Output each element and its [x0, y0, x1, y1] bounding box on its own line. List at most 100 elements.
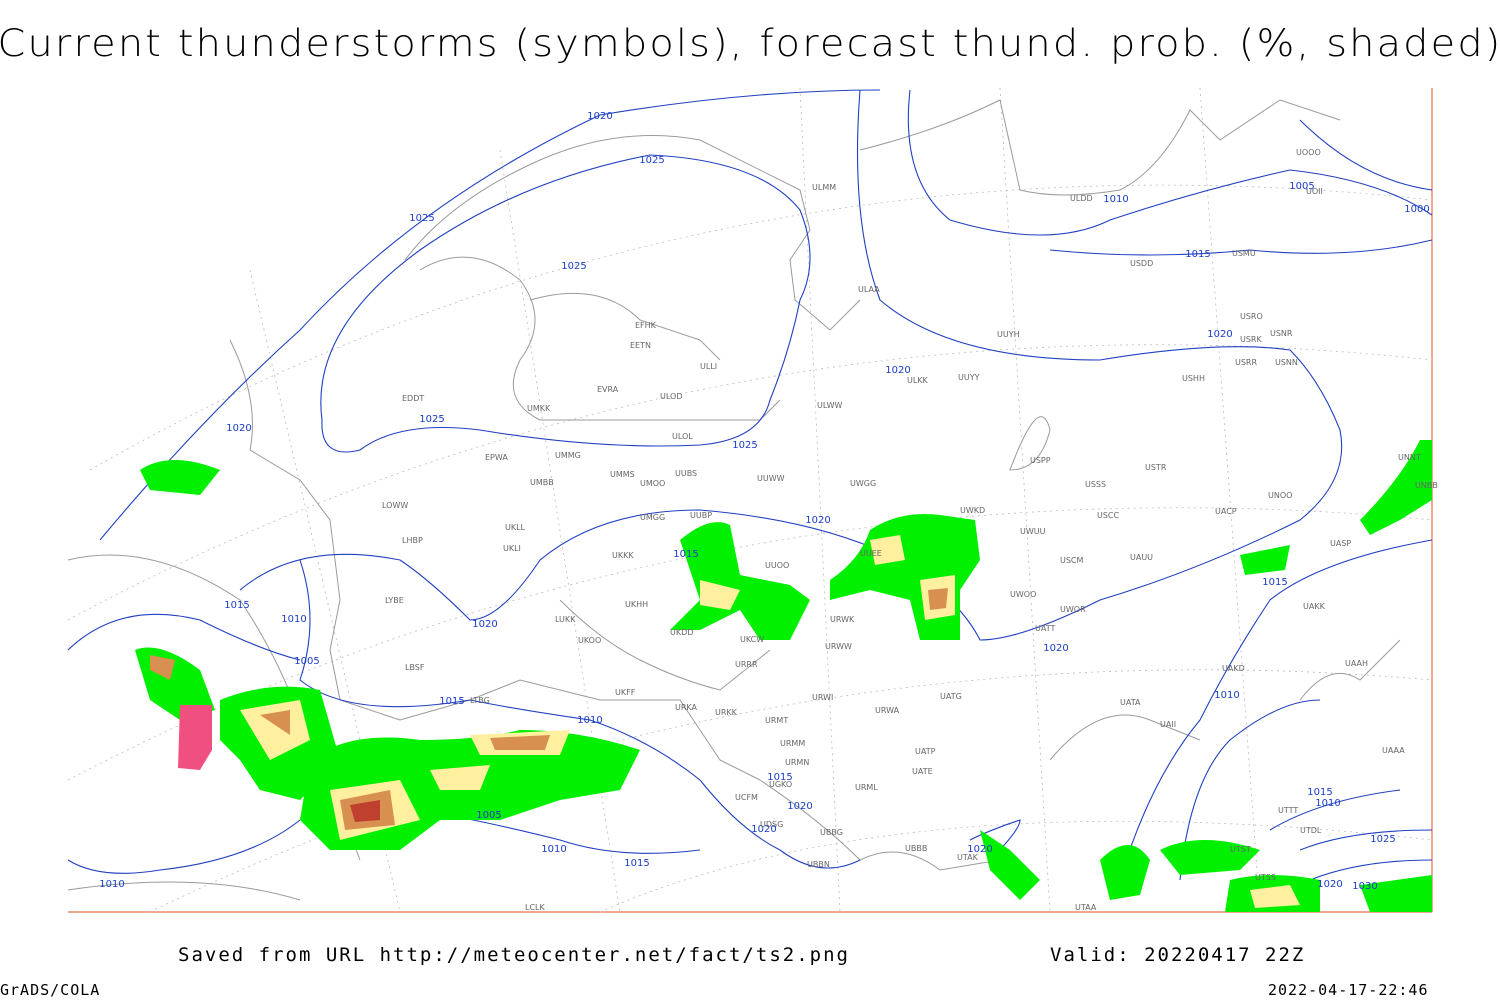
station-label: URMM [780, 739, 805, 748]
station-label: UATG [940, 692, 962, 701]
station-label: URRR [735, 660, 758, 669]
station-label: URKK [715, 708, 738, 717]
station-label: ULOD [660, 392, 682, 401]
station-label: UOOO [1296, 148, 1321, 157]
station-label: USRK [1240, 335, 1262, 344]
isobar-label: 1020 [751, 824, 776, 835]
station-label: UATP [915, 747, 936, 756]
isobar-label: 1020 [805, 515, 830, 526]
isobar-label: 1015 [1262, 577, 1287, 588]
station-label: UUOO [765, 561, 789, 570]
station-label: LHBP [402, 536, 423, 545]
isobar-label: 1015 [673, 549, 698, 560]
isobar-label: 1010 [541, 844, 566, 855]
isobar-label: 1020 [472, 619, 497, 630]
isobar-label: 1015 [1307, 787, 1332, 798]
station-label: URWK [830, 615, 855, 624]
isobar-label: 1020 [1207, 329, 1232, 340]
station-label: UKOO [578, 636, 601, 645]
station-label: EFHK [635, 321, 657, 330]
station-label: ULWW [817, 401, 842, 410]
station-label: UAKK [1303, 602, 1326, 611]
station-label: URMT [765, 716, 788, 725]
isobar-label: 1015 [439, 696, 464, 707]
isobar-label: 1020 [885, 365, 910, 376]
station-label: UBBB [905, 844, 927, 853]
isobar-label: 1015 [1185, 249, 1210, 260]
isobar-label: 1010 [1315, 798, 1340, 809]
isobars [67, 89, 1433, 881]
station-label: UTAA [1075, 903, 1097, 912]
isobar-label: 1010 [1214, 690, 1239, 701]
station-label: USCM [1060, 556, 1084, 565]
station-label: USRR [1235, 358, 1257, 367]
station-label: ULOL [672, 432, 693, 441]
station-label: ULAA [858, 285, 880, 294]
station-label: EETN [630, 341, 651, 350]
map-title: Current thunderstorms (symbols), forecas… [0, 22, 1500, 65]
station-label: UKDD [670, 628, 693, 637]
station-label: UAAA [1382, 746, 1405, 755]
station-label: UBBN [807, 860, 830, 869]
station-label: USMU [1232, 249, 1256, 258]
station-label: USSS [1085, 480, 1106, 489]
station-label: UUWW [757, 474, 785, 483]
station-label: USRO [1240, 312, 1263, 321]
station-label: UNBB [1415, 481, 1438, 490]
station-label: UMMG [555, 451, 581, 460]
station-label: URWW [825, 642, 852, 651]
software-credit: GrADS/COLA [0, 981, 100, 999]
station-label: UUBP [690, 511, 712, 520]
isobar-label: 1005 [294, 656, 319, 667]
station-label: EVRA [597, 385, 619, 394]
isobar-label: 1020 [1317, 879, 1342, 890]
station-label: USCC [1097, 511, 1120, 520]
station-label: UASP [1330, 539, 1351, 548]
station-label: UATE [912, 767, 933, 776]
isobar-label: 1010 [281, 614, 306, 625]
thunderstorm-shading [135, 440, 1432, 912]
map-area: 1020 1025 1025 1025 1010 1005 1000 1015 1020 1020… [67, 87, 1438, 913]
station-label: UUBS [675, 469, 697, 478]
station-label: UMMS [610, 470, 635, 479]
station-label: UUYH [997, 330, 1020, 339]
station-label: ULDD [1070, 194, 1093, 203]
station-label: USTR [1145, 463, 1167, 472]
isobar-label: 1015 [767, 772, 792, 783]
isobar-label: 1025 [732, 440, 757, 451]
station-label: UATA [1120, 698, 1141, 707]
station-label: UTTT [1278, 806, 1298, 815]
station-label: UBBG [820, 828, 843, 837]
station-label: UAUU [1130, 553, 1153, 562]
station-label: LYBE [385, 596, 404, 605]
station-label: UUYY [958, 373, 980, 382]
valid-time: Valid: 20220417 22Z [1050, 944, 1305, 966]
station-label: UAKD [1222, 664, 1245, 673]
station-label: UMGG [640, 513, 665, 522]
station-label: UTDL [1300, 826, 1322, 835]
station-label: UMOO [640, 479, 665, 488]
station-label: UTSS [1255, 873, 1276, 882]
station-label: UKKK [612, 551, 634, 560]
station-label: URMN [785, 758, 809, 767]
station-label: UWKD [960, 506, 985, 515]
station-label: UWGG [850, 479, 876, 488]
isobar-label: 1025 [409, 213, 434, 224]
isobar-label: 1020 [787, 801, 812, 812]
station-labels: UOOO UOII ULDD USDD USMU ULAA ULMM UUYH ULKK UUYY… [382, 148, 1438, 912]
station-label: UKLI [503, 544, 521, 553]
isobar-label: 1000 [1404, 204, 1429, 215]
isobar-label: 1020 [1043, 643, 1068, 654]
isobar-label: 1015 [624, 858, 649, 869]
station-label: UAAH [1345, 659, 1368, 668]
isobar-label: 1010 [577, 715, 602, 726]
isobar-label: 1020 [587, 111, 612, 122]
station-label: UWOR [1060, 605, 1086, 614]
isobar-label: 1020 [967, 844, 992, 855]
station-label: USNN [1275, 358, 1298, 367]
station-label: LBSF [405, 663, 425, 672]
station-label: UNNT [1398, 453, 1421, 462]
isobar-label: 1025 [419, 414, 444, 425]
station-label: UCFM [735, 793, 758, 802]
